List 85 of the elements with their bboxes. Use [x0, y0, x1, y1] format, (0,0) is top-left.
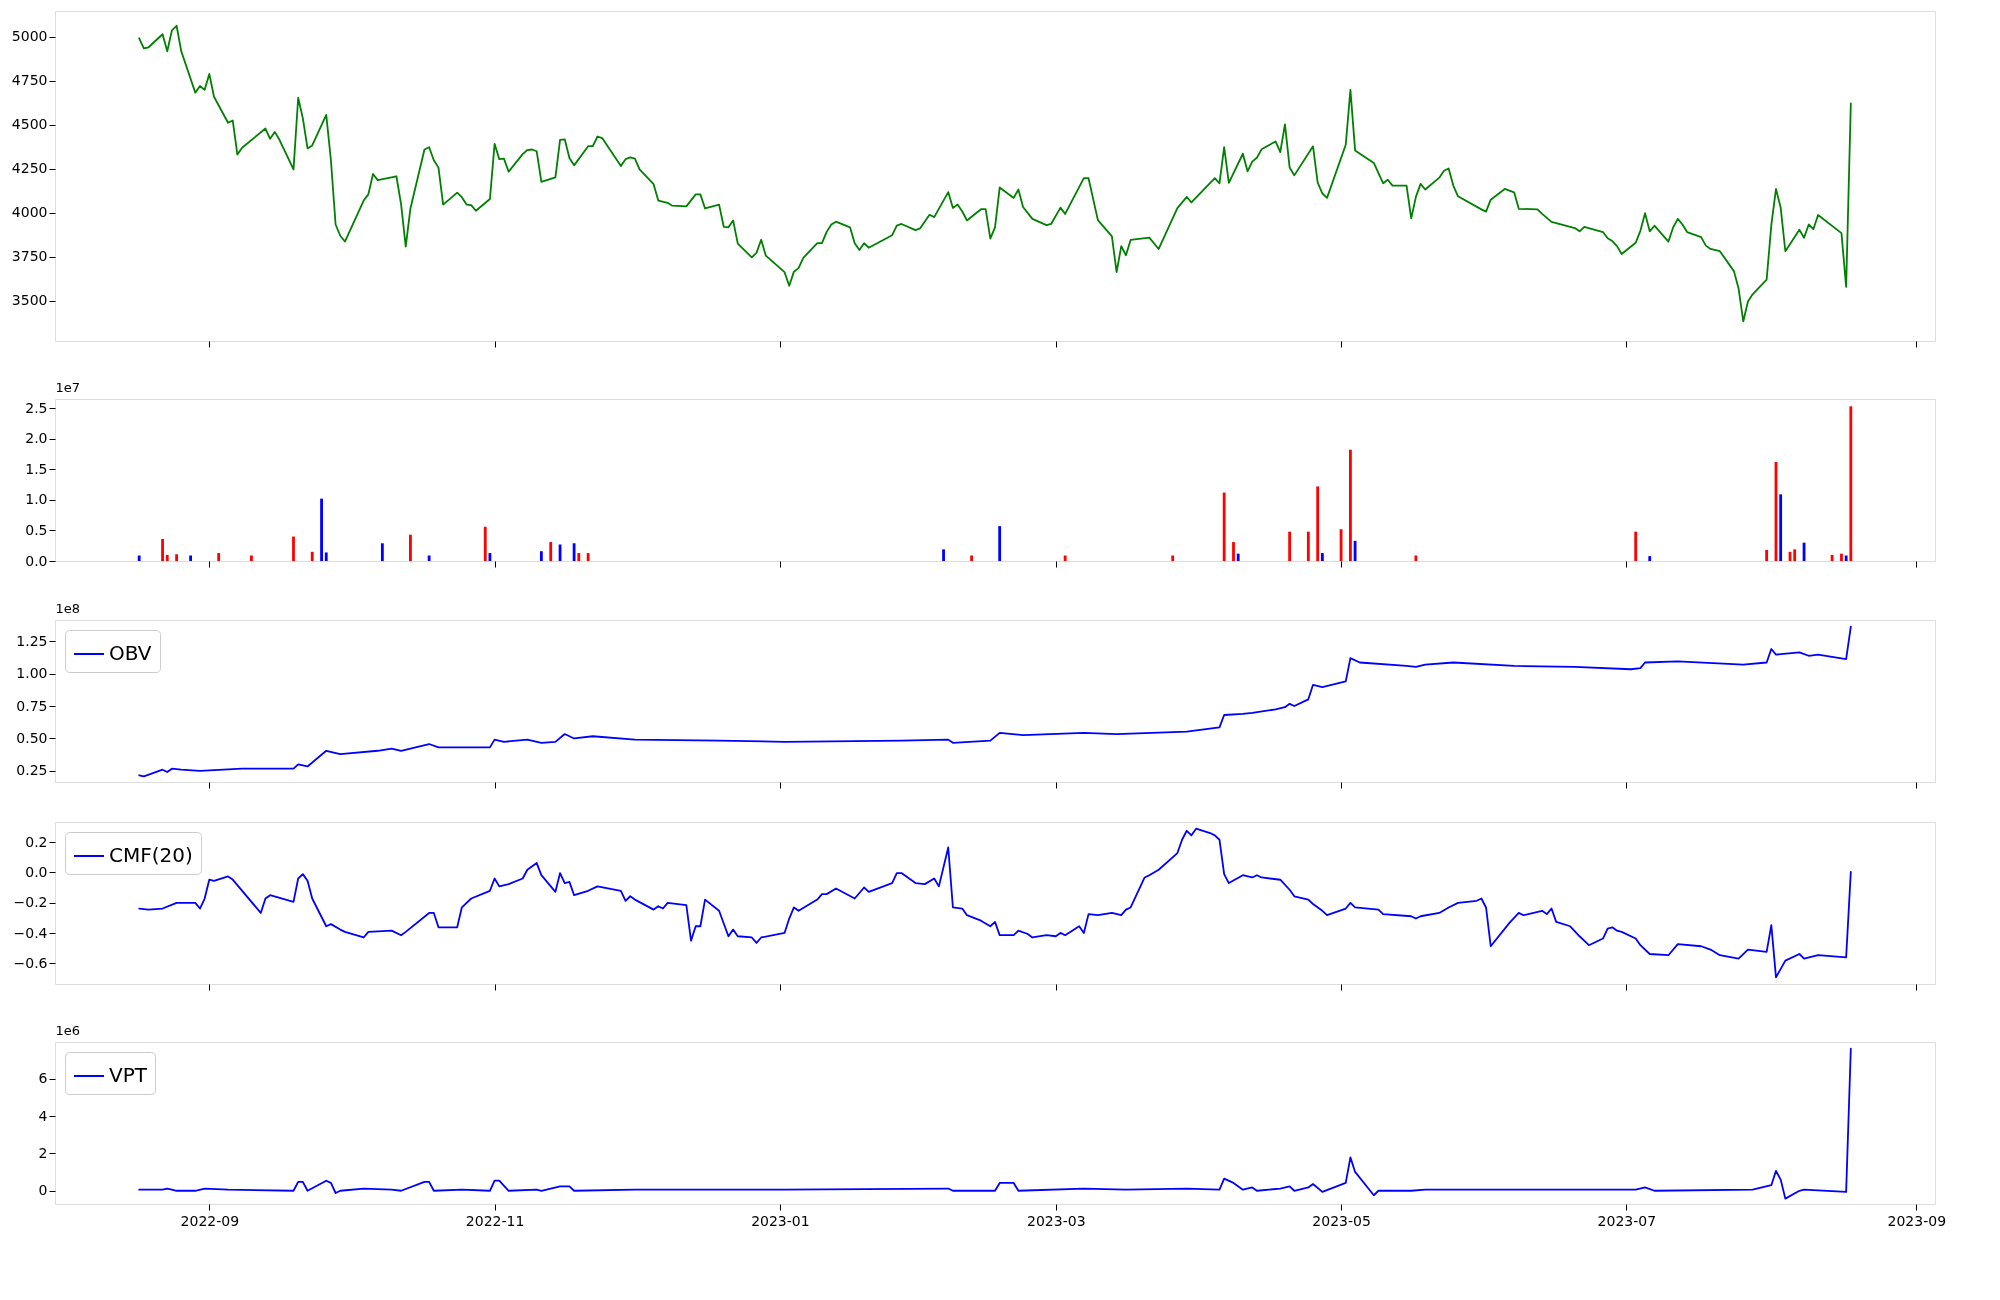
bar [310, 551, 314, 561]
y-tick-label: 1.0 [25, 491, 48, 508]
bar [1306, 531, 1310, 561]
bar [1793, 549, 1797, 561]
y-axis-title: 1e7 [55, 379, 81, 395]
bar [1844, 555, 1848, 561]
bar [1414, 555, 1418, 561]
bar [1288, 531, 1292, 561]
y-axis-title: 1e6 [55, 1022, 81, 1038]
bar [217, 553, 221, 561]
bar [189, 555, 193, 561]
x-tick-label: 2023-05 [1312, 1212, 1371, 1229]
legend-label: OBV [109, 641, 152, 665]
y-tick-label: 0.5 [25, 521, 48, 538]
y-tick-label: 3750 [11, 248, 48, 265]
y-tick-label: 2.0 [25, 430, 48, 447]
y-tick-label: 0.0 [25, 552, 48, 569]
bar [1765, 550, 1769, 561]
y-tick-label: 2.5 [25, 399, 48, 416]
bar [586, 553, 590, 561]
y-tick-label: 4250 [11, 160, 48, 177]
bar [427, 555, 431, 561]
x-tick-label: 2023-07 [1597, 1212, 1657, 1229]
bar [539, 551, 543, 561]
bar [1840, 553, 1843, 561]
y-tick-label: 4 [38, 1107, 48, 1124]
y-tick-label: −0.4 [13, 924, 48, 941]
y-tick-label: −0.6 [13, 954, 48, 971]
bar [572, 543, 576, 561]
bar [577, 553, 581, 561]
y-tick-label: 1.5 [25, 460, 48, 477]
x-tick-label: 2022-11 [465, 1212, 525, 1229]
legend-label: CMF(20) [109, 843, 193, 867]
y-tick-label: 5000 [11, 28, 48, 45]
y-tick-label: 1.00 [16, 665, 48, 682]
bar [380, 543, 384, 561]
bar [1320, 553, 1324, 561]
legend-label: VPT [109, 1063, 148, 1087]
bar [324, 552, 328, 561]
y-tick-label: 1.25 [16, 632, 48, 649]
bar [1349, 449, 1352, 561]
line-series [138, 24, 1852, 323]
bar [1849, 406, 1853, 561]
bar [1222, 492, 1226, 561]
bar [1316, 486, 1320, 561]
bar [1353, 540, 1357, 561]
y-tick-label: −0.2 [13, 894, 48, 911]
bar [483, 526, 487, 561]
x-tick-label: 2023-01 [751, 1212, 810, 1229]
y-tick-label: 3500 [11, 292, 48, 309]
bar [970, 555, 974, 561]
x-tick-label: 2023-03 [1027, 1212, 1086, 1229]
y-tick-label: 2 [38, 1144, 48, 1161]
x-tick-label: 2023-09 [1887, 1212, 1947, 1229]
y-tick-label: 0.50 [16, 729, 48, 746]
bar [1063, 555, 1067, 561]
bar [1779, 494, 1783, 561]
y-tick-label: 0.75 [16, 697, 48, 714]
bar [161, 538, 164, 561]
bar [292, 536, 295, 561]
bar [1634, 531, 1638, 561]
bar [137, 555, 141, 561]
y-tick-label: 0 [38, 1182, 48, 1199]
bar [1171, 555, 1175, 561]
y-tick-label: 0.0 [25, 863, 48, 880]
y-tick-label: 6 [38, 1070, 48, 1087]
bar [175, 554, 178, 561]
bar [409, 534, 412, 561]
bar [998, 526, 1002, 561]
bar [320, 498, 323, 561]
bar [1236, 553, 1240, 561]
y-tick-label: 4500 [11, 116, 48, 133]
bar [165, 554, 169, 561]
bar [1648, 556, 1652, 561]
y-tick-label: 4750 [11, 72, 48, 89]
bar [250, 555, 253, 561]
y-axis-title: 1e8 [55, 600, 81, 616]
y-tick-label: 4000 [11, 204, 48, 221]
x-tick-label: 2022-09 [180, 1212, 240, 1229]
bar [942, 549, 945, 561]
bar [1830, 554, 1834, 561]
y-tick-label: 0.25 [16, 762, 48, 779]
bar [549, 542, 553, 561]
y-tick-label: 0.2 [25, 833, 48, 850]
bar [1232, 542, 1235, 561]
